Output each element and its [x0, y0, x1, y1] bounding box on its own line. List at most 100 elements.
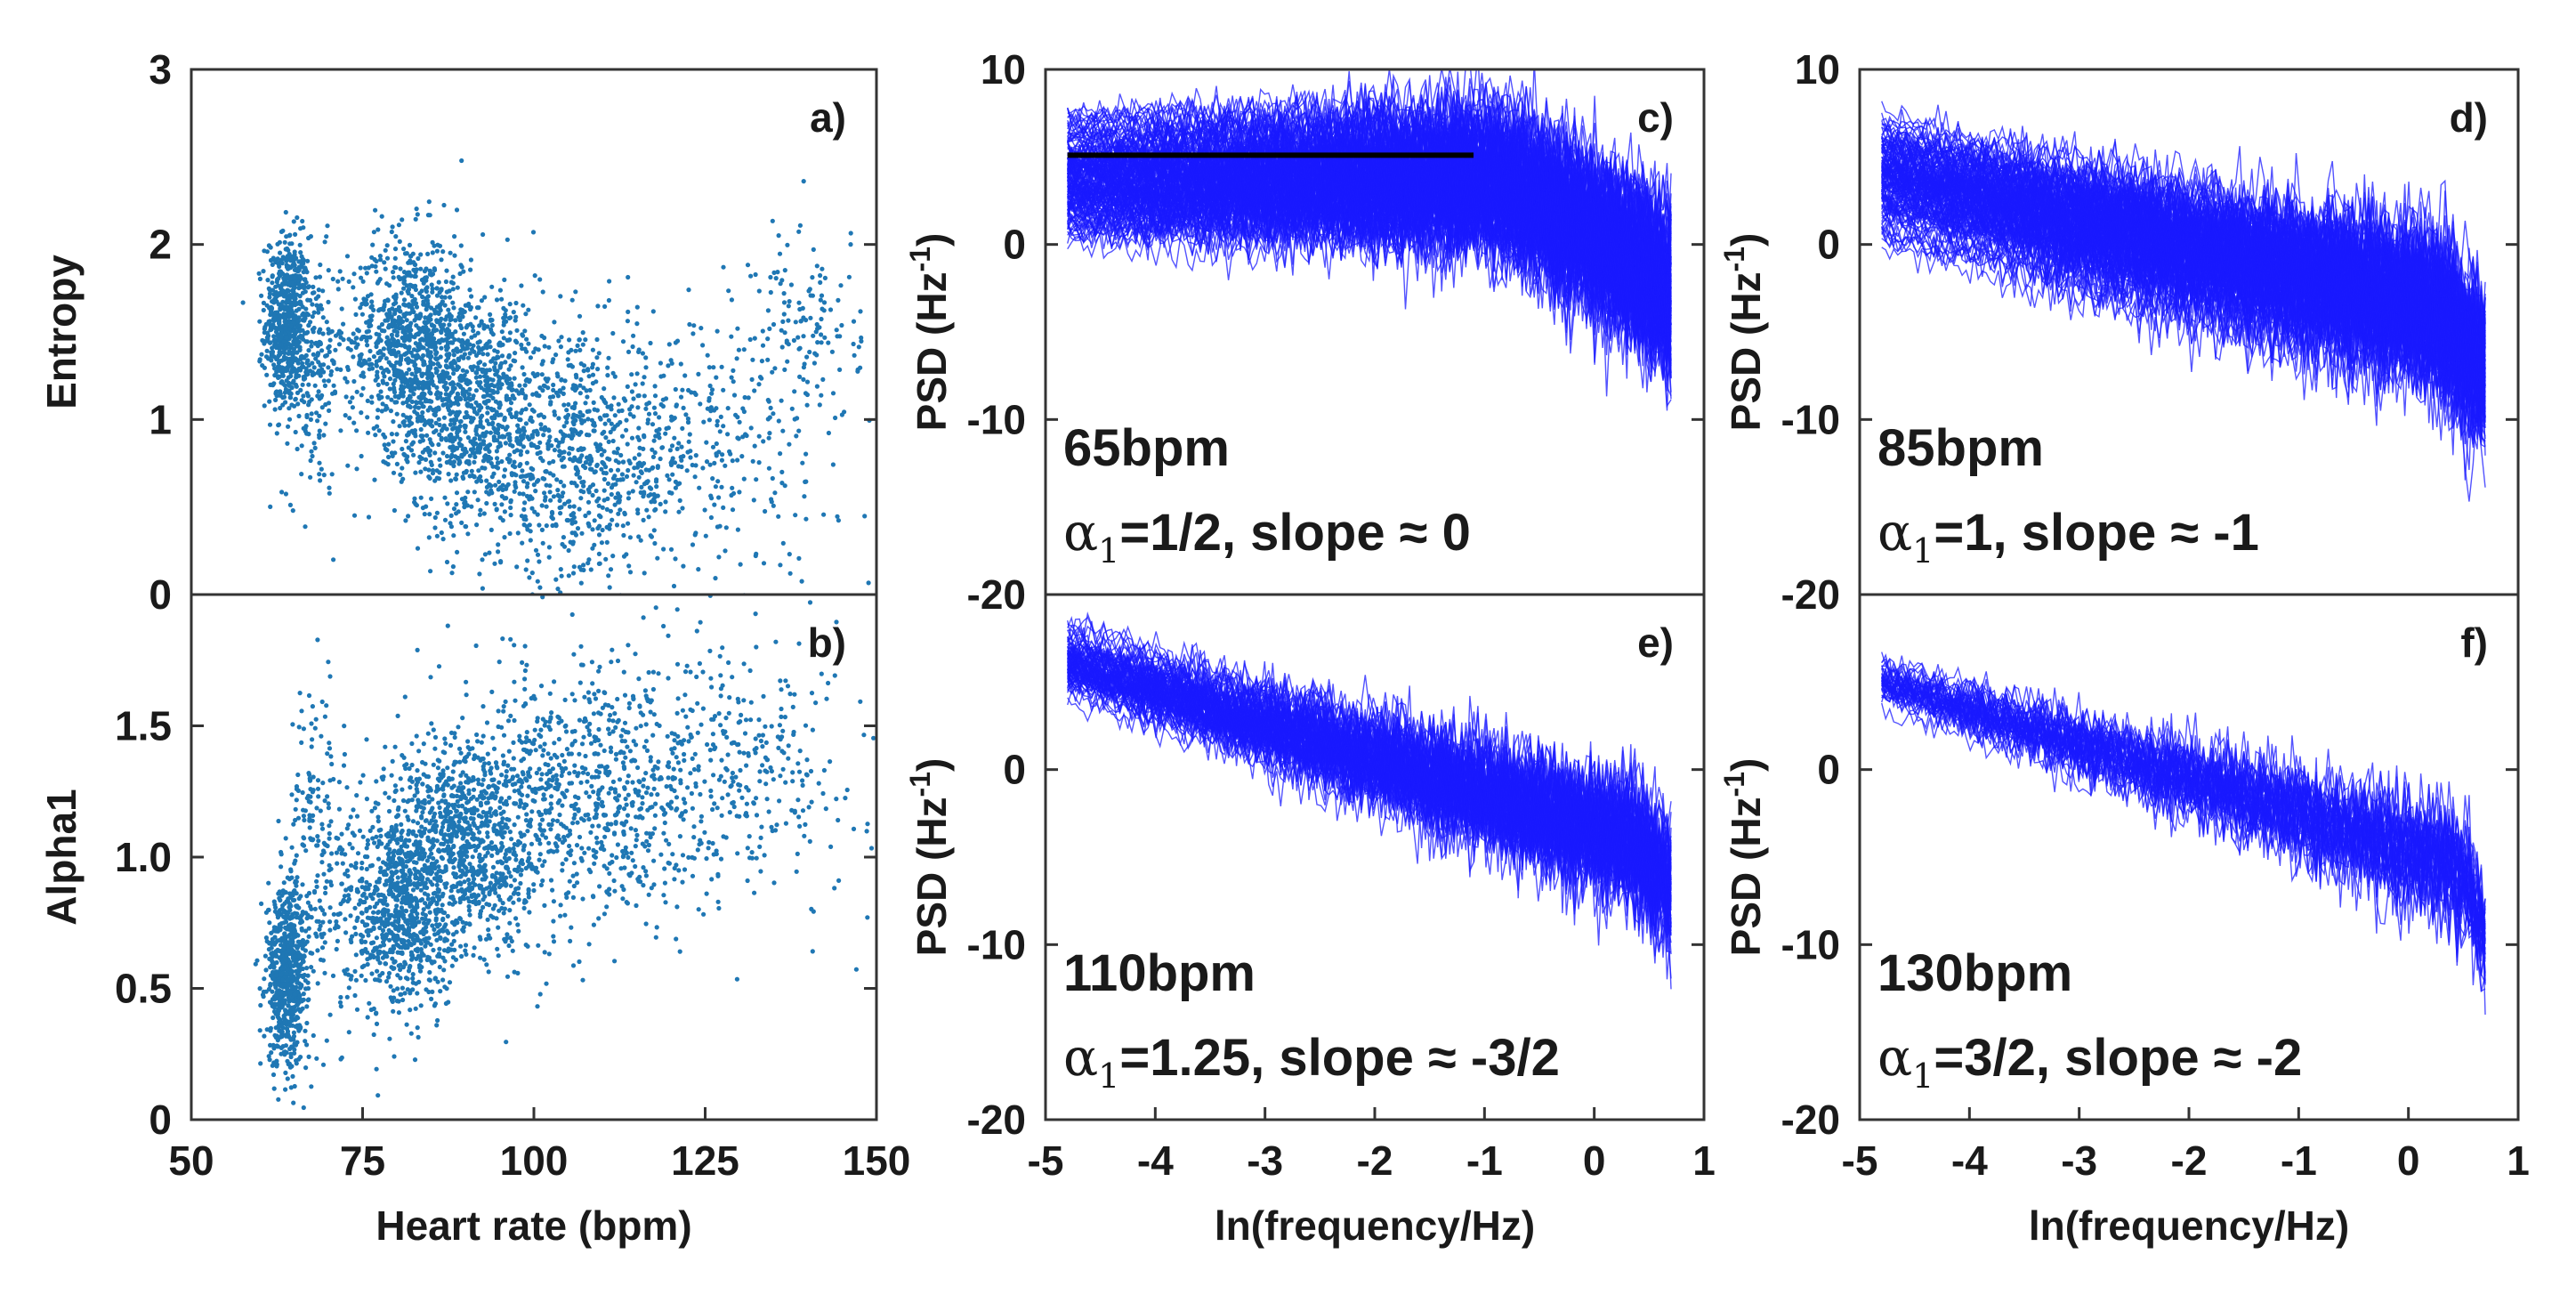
scatter-point: [413, 470, 418, 475]
scatter-point: [301, 843, 307, 848]
scatter-point: [416, 1034, 421, 1040]
scatter-point: [274, 431, 279, 436]
scatter-point: [776, 233, 781, 239]
scatter-point: [608, 567, 614, 572]
scatter-point: [619, 433, 626, 439]
scatter-point: [778, 451, 783, 457]
scatter-point: [453, 318, 458, 323]
scatter-point: [458, 338, 464, 344]
scatter-point: [458, 263, 464, 268]
scatter-point: [278, 897, 283, 903]
scatter-point: [480, 586, 486, 591]
scatter-point: [295, 971, 300, 976]
scatter-point: [270, 262, 275, 267]
scatter-point: [634, 304, 640, 310]
scatter-point: [560, 439, 565, 444]
scatter-point: [299, 443, 304, 449]
scatter-point: [377, 943, 384, 949]
scatter-point: [413, 341, 418, 346]
scatter-point: [392, 247, 399, 252]
scatter-point: [496, 354, 501, 360]
scatter-point: [287, 417, 293, 422]
scatter-point: [384, 255, 391, 261]
scatter-point: [456, 509, 461, 514]
scatter-point: [426, 373, 432, 378]
scatter-point: [279, 334, 285, 339]
scatter-point: [770, 369, 775, 375]
scatter-point: [418, 456, 424, 462]
scatter-point: [529, 415, 534, 420]
scatter-point: [636, 437, 642, 442]
scatter-point: [301, 991, 306, 997]
scatter-point: [287, 233, 292, 239]
scatter-point: [478, 374, 483, 379]
scatter-point: [285, 287, 290, 293]
plot-area-b: [253, 595, 876, 1111]
scatter-point: [378, 865, 384, 870]
scatter-point: [851, 341, 856, 347]
scatter-point: [767, 431, 772, 436]
scatter-point: [270, 287, 276, 293]
scatter-point: [620, 459, 626, 465]
scatter-point: [430, 424, 435, 429]
scatter-point: [448, 295, 453, 300]
scatter-point: [710, 476, 715, 482]
scatter-point: [446, 335, 451, 340]
scatter-point: [326, 299, 331, 304]
scatter-point: [507, 302, 513, 307]
scatter-point: [284, 368, 289, 373]
scatter-point: [607, 522, 613, 528]
scatter-point: [484, 375, 489, 380]
scatter-point: [428, 365, 433, 370]
scatter-point: [457, 395, 463, 401]
scatter-point: [326, 345, 331, 351]
scatter-point: [779, 344, 785, 350]
scatter-point: [287, 1064, 293, 1070]
scatter-point: [319, 405, 325, 410]
scatter-point: [859, 335, 864, 341]
scatter-point: [404, 370, 409, 376]
scatter-point: [731, 393, 738, 398]
scatter-point: [461, 269, 466, 274]
scatter-point: [778, 563, 783, 568]
scatter-point: [332, 389, 338, 394]
scatter-point: [296, 724, 302, 730]
scatter-point: [615, 446, 621, 451]
scatter-point: [319, 306, 325, 312]
scatter-point: [306, 402, 311, 408]
scatter-point: [342, 724, 347, 729]
scatter-point: [367, 367, 372, 372]
scatter-point: [311, 352, 316, 357]
scatter-point: [283, 300, 288, 305]
scatter-point: [793, 320, 798, 325]
scatter-point: [444, 289, 449, 295]
scatter-point: [506, 436, 513, 441]
scatter-point: [822, 335, 828, 340]
scatter-point: [315, 778, 321, 783]
scatter-point: [381, 459, 386, 465]
scatter-point: [282, 982, 287, 987]
scatter-point: [328, 368, 335, 374]
scatter-point: [414, 332, 419, 337]
scatter-point: [451, 603, 456, 608]
scatter-point: [343, 871, 348, 877]
scatter-point: [298, 226, 303, 231]
scatter-point: [681, 405, 686, 410]
scatter-point: [667, 448, 674, 453]
scatter-point: [398, 266, 403, 271]
scatter-point: [467, 342, 472, 347]
scatter-point: [444, 453, 450, 459]
scatter-point: [276, 891, 281, 896]
scatter-point: [629, 372, 634, 377]
scatter-point: [595, 525, 601, 531]
scatter-point: [469, 294, 474, 299]
scatter-point: [424, 858, 430, 863]
scatter-point: [462, 500, 467, 506]
scatter-point: [551, 494, 557, 499]
scatter-point: [296, 1056, 302, 1062]
scatter-point: [384, 448, 390, 453]
scatter-point: [292, 1041, 297, 1047]
scatter-point: [561, 433, 567, 439]
scatter-point: [475, 330, 480, 336]
scatter-point: [338, 367, 343, 372]
